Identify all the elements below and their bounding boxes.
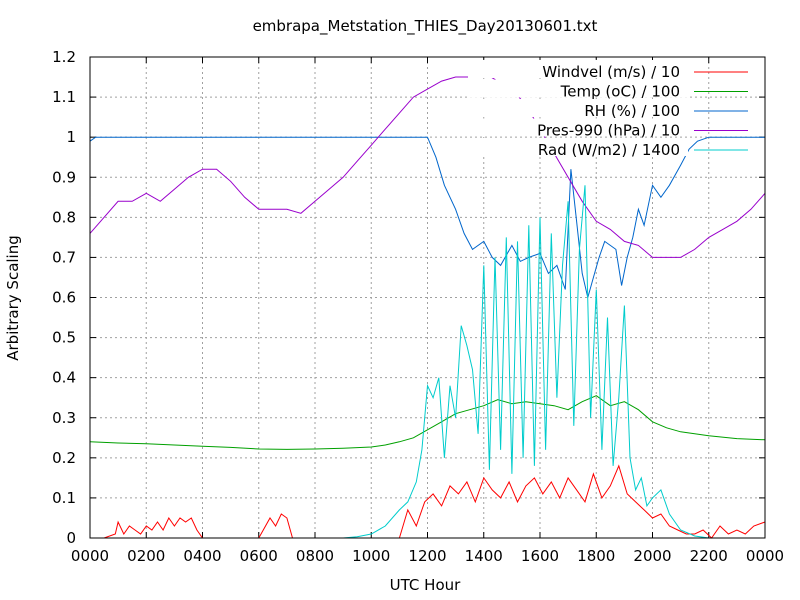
- legend-bg: [468, 138, 688, 156]
- y-tick-label: 1: [66, 128, 76, 146]
- y-axis-title: Arbitrary Scaling: [4, 235, 22, 361]
- series-line-4: [90, 185, 765, 539]
- series-line-0: [90, 464, 766, 539]
- legend-bg: [468, 60, 688, 78]
- chart-title: embrapa_Metstation_THIES_Day20130601.txt: [253, 17, 598, 36]
- series-line-3: [89, 72, 766, 258]
- plot-frame: [89, 56, 766, 539]
- x-tick-label: 0400: [183, 547, 221, 565]
- x-tick-label: 2200: [690, 547, 728, 565]
- y-tick-label: 0.7: [52, 248, 76, 266]
- legend-label-4: Rad (W/m2) / 1400: [538, 141, 680, 159]
- axis-ticks: 0 0.1 0.2 0.3 0.4 0.5 0.6 0.7 0.8 0.9 1 1.1 1.2 0000 0…: [52, 48, 784, 565]
- legend-bg: [468, 118, 688, 137]
- y-tick-label: 0: [66, 529, 76, 547]
- y-tick-label: 0.2: [52, 449, 76, 467]
- legend-bg: [468, 79, 688, 98]
- legend-label-3: Pres-990 (hPa) / 10: [537, 122, 680, 140]
- legend-label-1: Temp (oC) / 100: [560, 83, 680, 101]
- y-tick-label: 0.3: [52, 409, 76, 427]
- x-tick-label: 1000: [352, 547, 390, 565]
- y-tick-label: 0.8: [52, 208, 76, 226]
- x-tick-label: 0000: [746, 547, 784, 565]
- y-tick-label: 0.6: [52, 289, 76, 307]
- x-tick-label: 2000: [633, 547, 671, 565]
- y-tick-label: 1.1: [52, 88, 76, 106]
- x-tick-label: 1600: [521, 547, 559, 565]
- x-tick-label: 1400: [465, 547, 503, 565]
- y-tick-label: 0.5: [52, 329, 76, 347]
- legend-label-0: Windvel (m/s) / 10: [542, 63, 680, 81]
- x-tick-label: 1800: [577, 547, 615, 565]
- series-line-1: [89, 395, 766, 450]
- y-tick-label: 0.1: [52, 489, 76, 507]
- x-tick-label: 1200: [408, 547, 446, 565]
- y-tick-label: 1.2: [52, 48, 76, 66]
- x-tick-label: 0000: [71, 547, 109, 565]
- series-layer: [89, 72, 766, 539]
- y-tick-label: 0.4: [52, 369, 76, 387]
- x-tick-label: 0600: [240, 547, 278, 565]
- legend-label-2: RH (%) / 100: [584, 102, 680, 120]
- y-tick-label: 0.9: [52, 168, 76, 186]
- x-axis-title: UTC Hour: [390, 576, 461, 594]
- x-tick-label: 0800: [296, 547, 334, 565]
- legend-bg: [468, 99, 688, 117]
- series-line-2: [89, 136, 765, 298]
- x-tick-label: 0200: [127, 547, 165, 565]
